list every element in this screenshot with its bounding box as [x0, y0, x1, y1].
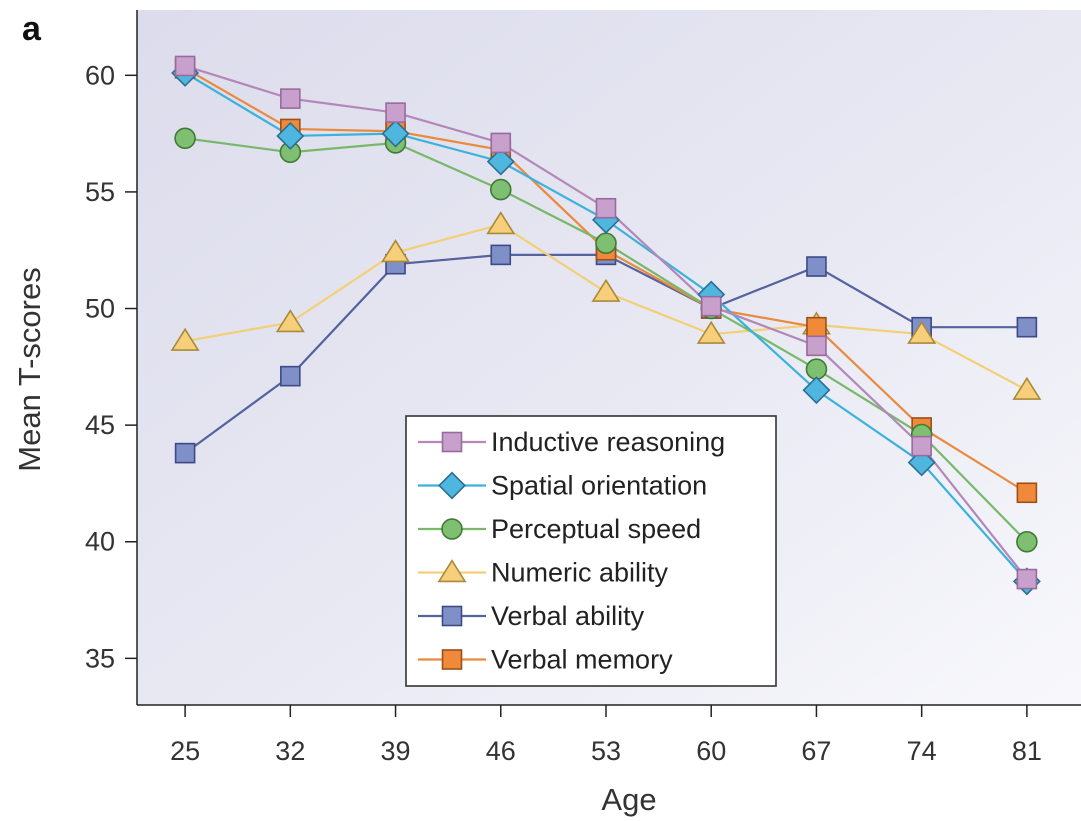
x-tick-label: 46 — [486, 736, 516, 766]
legend-marker — [441, 431, 463, 453]
data-point — [700, 295, 722, 317]
data-point — [907, 320, 937, 344]
data-point — [174, 127, 196, 150]
data-point — [911, 435, 932, 457]
panel-label: a — [22, 10, 42, 48]
data-point — [805, 358, 828, 380]
legend-label: Verbal memory — [491, 645, 673, 675]
data-point — [486, 147, 515, 176]
y-tick-label: 50 — [85, 294, 115, 324]
legend-marker — [441, 649, 463, 670]
legend-marker — [441, 605, 463, 627]
data-point — [280, 365, 301, 387]
data-point — [490, 132, 512, 154]
legend-marker — [441, 518, 463, 540]
x-tick-label: 81 — [1012, 736, 1042, 766]
data-point — [806, 256, 827, 277]
legend-marker — [437, 559, 467, 583]
y-tick-label: 35 — [85, 643, 115, 673]
legend-label: Numeric ability — [491, 558, 669, 588]
y-tick-label: 55 — [85, 177, 115, 207]
data-point — [381, 119, 410, 148]
data-point — [591, 278, 621, 302]
x-tick-label: 60 — [696, 736, 726, 766]
y-tick-label: 45 — [85, 410, 115, 440]
x-tick-label: 25 — [170, 736, 200, 766]
data-point — [1016, 568, 1038, 590]
data-point — [806, 316, 827, 338]
data-point — [1016, 530, 1038, 553]
legend-box — [405, 415, 777, 687]
x-tick-label: 74 — [907, 736, 937, 766]
legend-label: Spatial orientation — [491, 471, 707, 501]
legend-label: Perceptual speed — [491, 514, 701, 544]
data-point — [174, 55, 196, 77]
series-markers — [170, 55, 1042, 596]
legend: Inductive reasoning Spatial orientation Pe… — [405, 415, 777, 687]
data-point — [486, 211, 516, 235]
data-point — [489, 178, 512, 201]
data-point — [170, 327, 200, 351]
y-tick-label: 60 — [85, 60, 115, 90]
data-point — [275, 309, 305, 333]
data-point — [1016, 482, 1038, 504]
axes: 35 40 45 50 55 60 25 32 39 46 53 60 67 74 81 — [85, 10, 1081, 766]
x-tick-label: 53 — [591, 736, 621, 766]
data-point — [1016, 316, 1038, 338]
data-point — [490, 244, 512, 266]
data-point — [595, 197, 617, 219]
data-point — [385, 102, 406, 123]
data-point — [276, 121, 305, 150]
data-point — [595, 232, 617, 254]
x-tick-label: 39 — [381, 736, 411, 766]
data-point — [806, 335, 827, 357]
data-point — [802, 376, 831, 405]
data-point — [280, 88, 301, 109]
data-point — [1012, 376, 1042, 400]
y-axis-title: Mean T-scores — [12, 267, 47, 471]
legend-label: Inductive reasoning — [491, 427, 725, 457]
x-tick-label: 67 — [801, 736, 831, 766]
legend-label: Verbal ability — [491, 601, 645, 631]
x-tick-label: 32 — [275, 736, 305, 766]
data-point — [174, 442, 196, 464]
data-point — [907, 448, 936, 477]
data-point — [696, 320, 726, 344]
data-point — [381, 239, 411, 263]
x-axis-title: Age — [601, 782, 656, 817]
y-tick-label: 40 — [85, 527, 115, 557]
legend-marker — [438, 471, 466, 500]
